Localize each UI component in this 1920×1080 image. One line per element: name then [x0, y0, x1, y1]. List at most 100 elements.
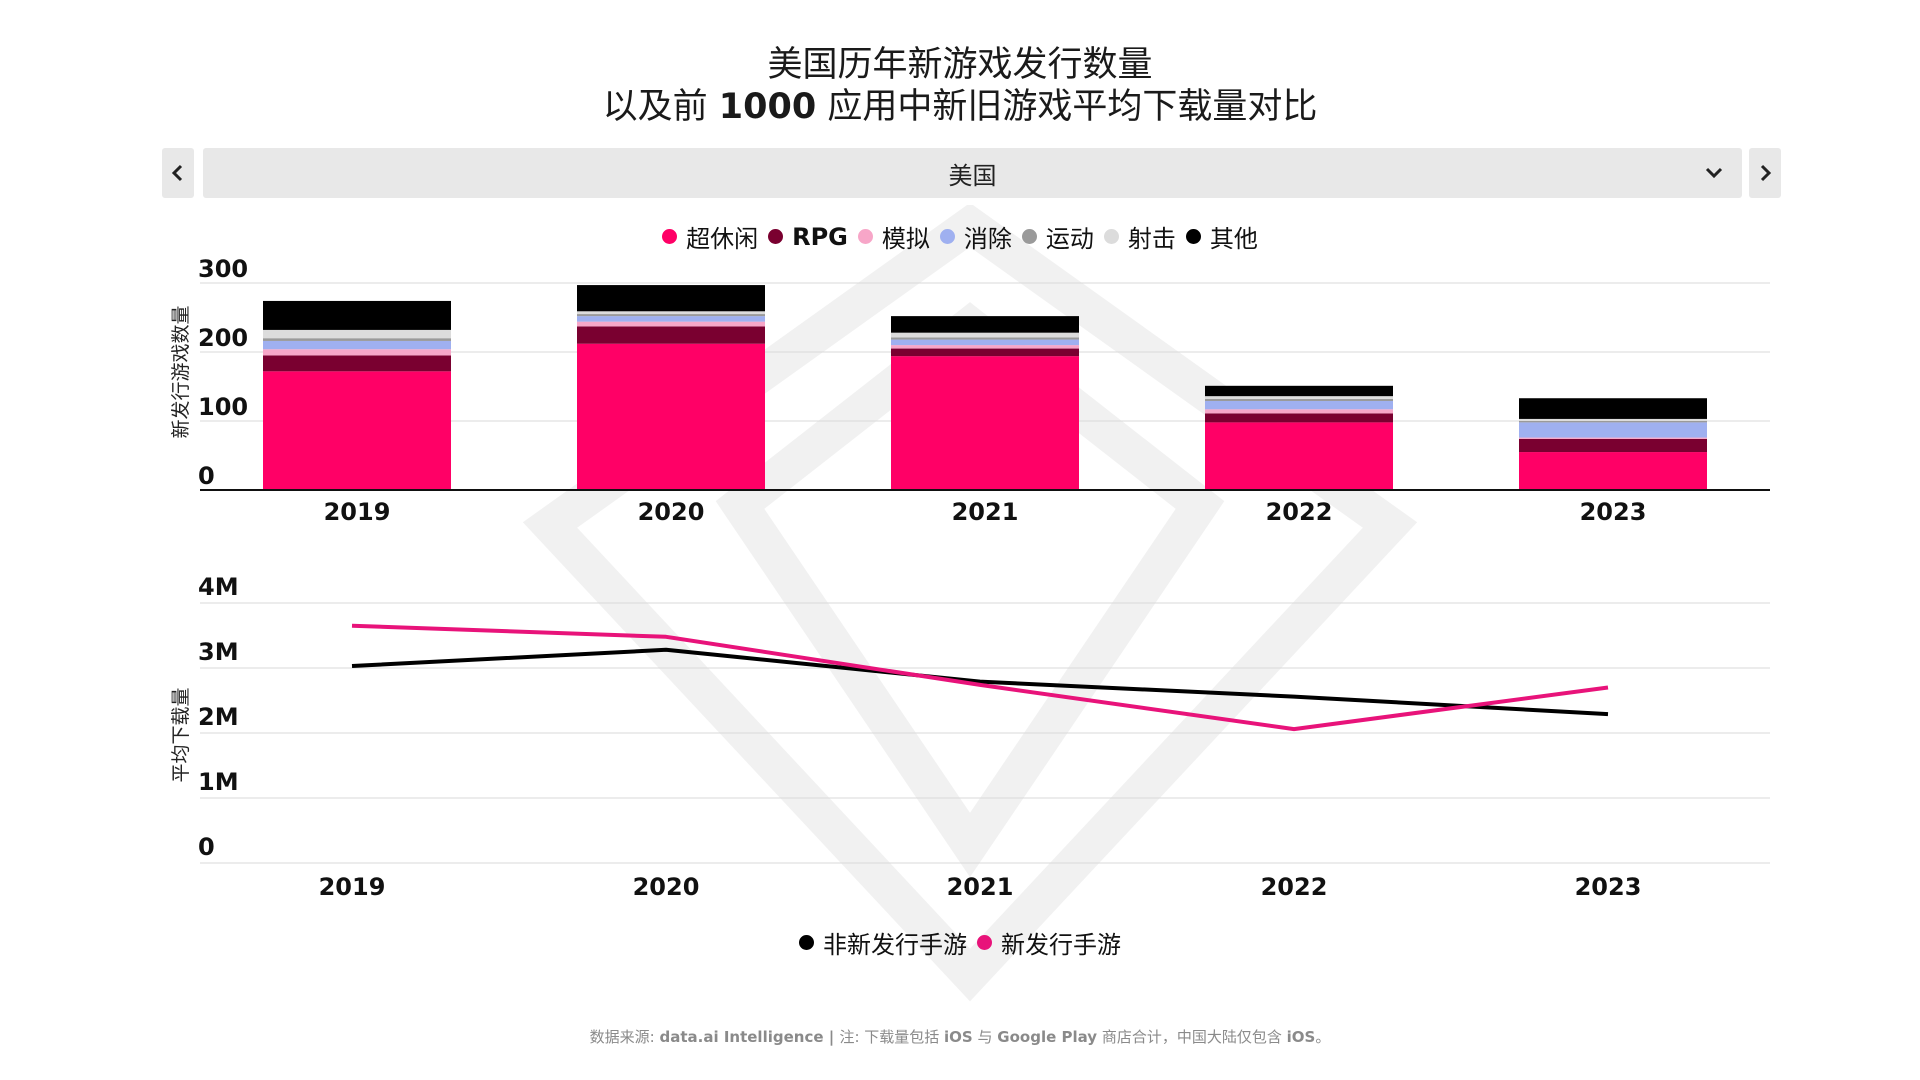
bar-segment[interactable] — [263, 355, 451, 372]
y-axis-label: 新发行游戏数量 — [170, 305, 192, 438]
legend-item-0[interactable]: 超休闲 — [662, 219, 758, 254]
country-dropdown-value: 美国 — [948, 161, 997, 190]
legend-dot-icon — [1021, 229, 1037, 244]
bar-segment[interactable] — [891, 337, 1079, 340]
bar-segment[interactable] — [577, 343, 765, 490]
next-button[interactable] — [1749, 148, 1781, 198]
legend-label: RPG — [792, 222, 848, 251]
y-tick-label: 1M — [198, 768, 239, 796]
bar-segment[interactable] — [891, 339, 1079, 346]
x-tick-label: 2021 — [947, 873, 1014, 901]
bar-segment[interactable] — [577, 326, 765, 344]
bar-segment[interactable] — [1205, 398, 1393, 401]
footer-source: 数据来源: data.ai Intelligence | 注: 下载量包括 iO… — [0, 1026, 1920, 1047]
footer-part: 商店合计，中国大陆仅包含 — [1097, 1028, 1287, 1046]
bar-segment[interactable] — [1205, 409, 1393, 414]
legend-dot-icon — [768, 229, 784, 244]
line-legend: 非新发行手游 新发行手游 — [0, 925, 1920, 960]
bar-segment[interactable] — [263, 371, 451, 490]
bar-segment[interactable] — [577, 311, 765, 315]
bar-segment[interactable] — [1205, 396, 1393, 399]
bar-segment[interactable] — [1519, 452, 1707, 490]
legend-label: 射击 — [1127, 225, 1176, 253]
x-tick-label: 2021 — [952, 498, 1019, 526]
y-tick-label: 300 — [198, 255, 248, 283]
legend-dot-icon — [662, 229, 678, 244]
footer-part: 注: 下载量包括 — [839, 1028, 945, 1046]
legend-item-6[interactable]: 其他 — [1185, 219, 1258, 254]
bar-segment[interactable] — [577, 321, 765, 327]
line-legend-item-0[interactable]: 非新发行手游 — [799, 925, 967, 960]
legend-label: 其他 — [1209, 225, 1258, 253]
prev-button[interactable] — [162, 148, 194, 198]
chart-title: 美国历年新游戏发行数量 以及前 1000 应用中新旧游戏平均下载量对比 — [0, 44, 1920, 128]
bar-segment[interactable] — [263, 338, 451, 341]
legend-label: 模拟 — [881, 225, 930, 253]
legend-label: 非新发行手游 — [823, 931, 967, 959]
bar-segment[interactable] — [1519, 421, 1707, 423]
bar-chart: 0 100 200 300 新发行游戏数量 2019 2020 2021 2022 2023 — [170, 255, 1770, 526]
title-line-1: 美国历年新游戏发行数量 — [767, 45, 1153, 85]
line-legend-item-1[interactable]: 新发行手游 — [977, 925, 1121, 960]
bar-segment[interactable] — [263, 300, 451, 330]
y-tick-label: 0 — [198, 833, 215, 861]
y-axis-label: 平均下载量 — [170, 687, 192, 782]
legend-label: 超休闲 — [686, 225, 759, 253]
legend-dot-icon — [799, 935, 814, 950]
footer-ios: iOS — [944, 1028, 973, 1046]
bar-segment[interactable] — [577, 316, 765, 322]
bar-segment[interactable] — [891, 332, 1079, 338]
bar-segment[interactable] — [891, 316, 1079, 333]
legend-dot-icon — [939, 229, 955, 244]
legend-item-5[interactable]: 射击 — [1103, 219, 1176, 254]
title-line-2-number: 1000 — [718, 87, 817, 127]
x-tick-label: 2019 — [324, 498, 391, 526]
y-tick-label: 0 — [198, 462, 215, 490]
legend-dot-icon — [857, 229, 873, 244]
bar-segment[interactable] — [891, 356, 1079, 490]
bar-segment[interactable] — [1519, 422, 1707, 438]
y-tick-label: 200 — [198, 324, 248, 352]
y-tick-label: 4M — [198, 573, 239, 601]
chevron-right-icon — [1760, 164, 1772, 182]
bar-segment[interactable] — [1205, 400, 1393, 410]
series-line-1[interactable] — [351, 623, 1609, 732]
x-tick-label: 2023 — [1575, 873, 1642, 901]
bar-segment[interactable] — [891, 345, 1079, 349]
legend-dot-icon — [977, 935, 992, 950]
legend-item-1[interactable]: RPG — [768, 223, 848, 251]
chevron-left-icon — [171, 164, 183, 182]
footer-part: 。 — [1315, 1028, 1331, 1046]
title-line-2-prefix: 以及前 — [602, 87, 719, 127]
legend-dot-icon — [1185, 229, 1201, 244]
y-tick-label: 2M — [198, 703, 239, 731]
bar-segment[interactable] — [1205, 422, 1393, 490]
bar-segment[interactable] — [1519, 437, 1707, 439]
bar-segment[interactable] — [263, 329, 451, 339]
bar-segment[interactable] — [1205, 385, 1393, 397]
bar-segment[interactable] — [1519, 418, 1707, 421]
legend-dot-icon — [1103, 229, 1119, 244]
bar-segment[interactable] — [577, 285, 765, 312]
bar-segment[interactable] — [263, 349, 451, 356]
legend-item-2[interactable]: 模拟 — [857, 219, 930, 254]
legend-item-4[interactable]: 运动 — [1021, 219, 1094, 254]
bar-segment[interactable] — [577, 314, 765, 317]
bar-segment[interactable] — [1519, 438, 1707, 453]
legend-label: 消除 — [963, 225, 1012, 253]
bar-segment[interactable] — [263, 340, 451, 350]
footer-part: 与 — [972, 1028, 998, 1046]
country-dropdown[interactable]: 美国 — [203, 148, 1742, 198]
y-tick-label: 3M — [198, 638, 239, 666]
legend-item-3[interactable]: 消除 — [939, 219, 1012, 254]
bar-segment[interactable] — [1519, 398, 1707, 419]
bar-segment[interactable] — [891, 348, 1079, 357]
bar-segment[interactable] — [1205, 413, 1393, 423]
x-tick-label: 2022 — [1261, 873, 1328, 901]
legend-label: 运动 — [1045, 225, 1094, 253]
series-line-0[interactable] — [351, 647, 1609, 717]
title-line-2-suffix: 应用中新旧游戏平均下载量对比 — [816, 87, 1318, 127]
line-chart: 0 1M 2M 3M 4M 平均下载量 2019 2020 2021 2022 2023 — [170, 573, 1770, 901]
footer-source-name: data.ai Intelligence | — [659, 1028, 840, 1046]
